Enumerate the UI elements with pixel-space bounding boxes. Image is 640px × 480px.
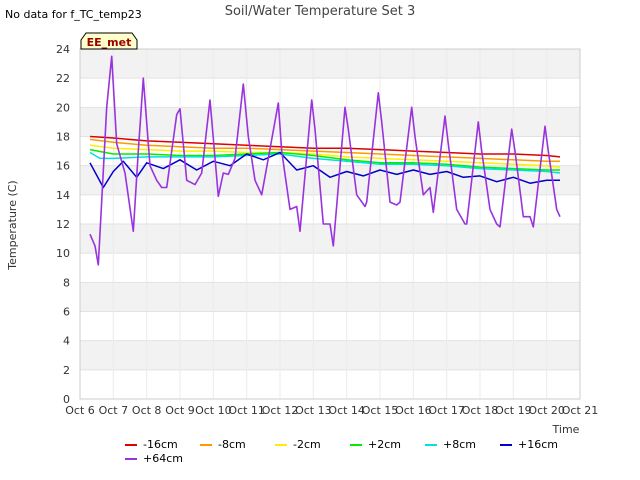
grid-band: [80, 194, 580, 224]
legend-label: +8cm: [443, 438, 476, 451]
legend-label: +2cm: [368, 438, 401, 451]
grid-band: [80, 165, 580, 195]
series-line--16cm: [89, 135, 561, 158]
y-tick-label: 12: [56, 218, 70, 231]
legend-swatch: [350, 443, 362, 446]
plot-frame: [79, 48, 581, 400]
grid-band: [80, 107, 580, 137]
station-badge: EE_met: [80, 32, 138, 50]
legend-item: +2cm: [350, 438, 401, 451]
legend-swatch: [200, 443, 212, 446]
x-tick-label: Oct 11: [228, 404, 265, 417]
legend-label: -16cm: [143, 438, 178, 451]
y-tick-label: 18: [56, 131, 70, 144]
grid-band: [80, 340, 580, 370]
legend-swatch: [275, 443, 287, 446]
y-tick-label: 16: [56, 160, 70, 173]
grid-band: [80, 369, 580, 399]
x-tick-label: Oct 10: [195, 404, 232, 417]
x-axis-label: Time: [552, 423, 580, 436]
y-tick-label: 0: [63, 393, 70, 406]
grid-band: [80, 78, 580, 108]
legend-label: +64cm: [143, 452, 183, 465]
series-line--8cm: [89, 138, 560, 163]
chart-title: Soil/Water Temperature Set 3: [225, 4, 416, 19]
y-tick-label: 24: [56, 43, 70, 56]
legend-item: -8cm: [200, 438, 246, 451]
x-tick-label: Oct 7: [99, 404, 129, 417]
legend-item: +8cm: [425, 438, 476, 451]
series-line--2cm: [89, 144, 561, 168]
series-line-+8cm: [89, 151, 561, 174]
legend-label: +16cm: [518, 438, 558, 451]
x-tick-label: Oct 20: [528, 404, 565, 417]
legend-item: -2cm: [275, 438, 321, 451]
legend-item: -16cm: [125, 438, 178, 451]
x-tick-label: Oct 13: [295, 404, 332, 417]
legend-label: -2cm: [293, 438, 321, 451]
y-tick-label: 2: [63, 364, 70, 377]
legend-item: +16cm: [500, 438, 558, 451]
y-tick-label: 10: [56, 247, 70, 260]
grid-band: [80, 253, 580, 283]
x-tick-label: Oct 6: [65, 404, 95, 417]
legend-swatch: [125, 443, 137, 446]
x-tick-label: Oct 15: [362, 404, 399, 417]
x-tick-label: Oct 16: [395, 404, 432, 417]
series-lines: [89, 55, 561, 266]
grid-band: [80, 282, 580, 312]
series-line-+64cm: [89, 55, 561, 266]
x-tick-label: Oct 18: [462, 404, 499, 417]
y-tick-label: 4: [63, 335, 70, 348]
x-tick-label: Oct 9: [165, 404, 195, 417]
no-data-note: No data for f_TC_temp23: [5, 8, 142, 21]
x-tick-label: Oct 17: [428, 404, 465, 417]
grid-band: [80, 311, 580, 341]
y-tick-label: 14: [56, 189, 70, 202]
legend-swatch: [125, 457, 137, 460]
y-tick-label: 20: [56, 101, 70, 114]
x-tick-label: Oct 14: [328, 404, 365, 417]
y-axis-label: Temperature (C): [6, 180, 19, 270]
x-tick-label: Oct 12: [262, 404, 299, 417]
x-tick-label: Oct 19: [495, 404, 532, 417]
grid-band: [80, 49, 580, 79]
series-line-+16cm: [89, 151, 560, 189]
x-tick-label: Oct 21: [562, 404, 599, 417]
legend-swatch: [500, 443, 512, 446]
x-tick-label: Oct 8: [132, 404, 162, 417]
station-badge-shape: [80, 32, 138, 50]
y-tick-label: 8: [63, 276, 70, 289]
legend-swatch: [425, 443, 437, 446]
legend-item: +64cm: [125, 452, 183, 465]
y-tick-label: 6: [63, 306, 70, 319]
station-badge-label: EE_met: [87, 36, 132, 49]
series-line-+2cm: [89, 148, 560, 171]
legend-label: -8cm: [218, 438, 246, 451]
y-tick-label: 22: [56, 72, 70, 85]
